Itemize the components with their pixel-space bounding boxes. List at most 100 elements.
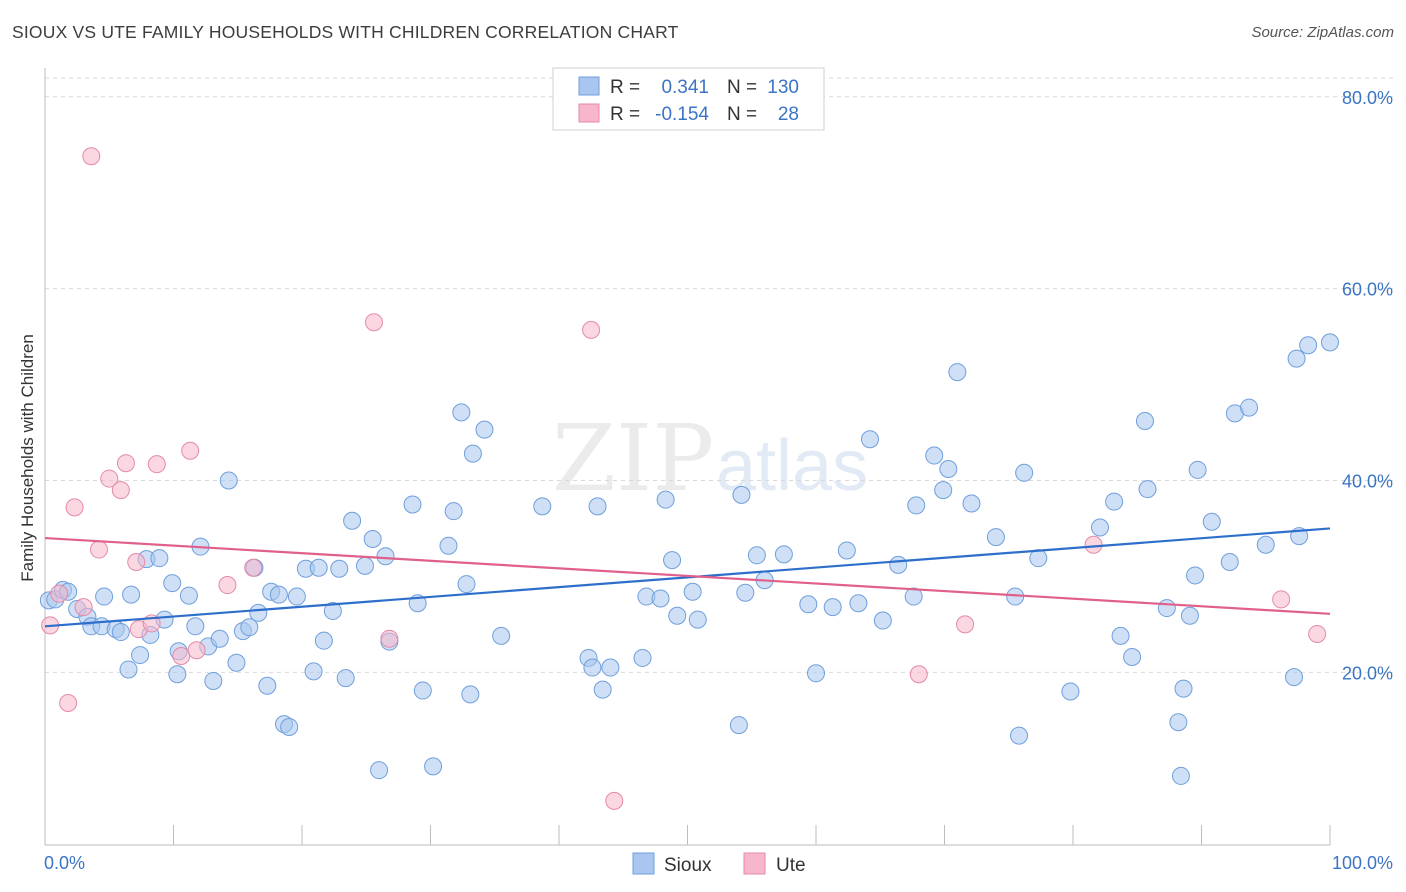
sioux-point-102 [1015,463,1034,482]
stats-legend-swatch-sioux [578,76,600,96]
sioux-point-93 [907,496,926,515]
sioux-point-113 [1171,766,1190,785]
sioux-point-89 [860,430,879,449]
sioux-point-121 [1240,398,1259,417]
legend-label-sioux: Sioux [664,855,712,876]
sioux-point-80 [736,583,755,602]
sioux-point-72 [651,589,670,608]
ute-point-6 [89,540,108,559]
sioux-point-10 [111,623,130,642]
sioux-point-58 [452,403,471,422]
sioux-point-83 [774,545,793,564]
ute-point-15 [181,441,200,460]
series-sioux-points [39,333,1339,785]
ute-point-5 [82,147,101,166]
y-tick-labels: 20.0% 40.0% 60.0% 80.0% [1342,88,1393,684]
sioux-point-103 [1029,549,1048,568]
y-tick-label-40: 40.0% [1342,471,1393,491]
sioux-point-52 [403,495,422,514]
sioux-point-97 [948,363,967,382]
sioux-point-127 [1321,333,1339,352]
sioux-point-99 [986,528,1005,547]
sioux-point-123 [1285,668,1304,687]
sioux-point-94 [925,446,944,465]
sioux-point-28 [227,653,246,672]
ute-point-8 [111,481,130,500]
sioux-point-110 [1138,480,1157,499]
sioux-point-55 [424,757,443,776]
sioux-point-49 [370,761,389,780]
sioux-point-40 [304,662,323,681]
ute-point-7 [100,469,119,488]
sioux-point-66 [583,658,602,677]
sioux-point-26 [210,629,229,648]
ute-point-27 [1308,624,1327,643]
chart-title: SIOUX VS UTE FAMILY HOUSEHOLDS WITH CHIL… [12,22,679,42]
y-axis-title: Family Households with Children [18,334,37,582]
sioux-point-76 [683,582,702,601]
sioux-point-43 [323,601,342,620]
sioux-point-101 [1010,726,1029,745]
sioux-point-86 [823,598,842,617]
legend-swatch-ute [743,852,766,875]
bottom-legend: Sioux Ute [632,852,806,876]
sioux-point-64 [533,497,552,516]
sioux-point-12 [122,585,141,604]
ute-point-25 [1084,535,1103,554]
sioux-point-33 [258,676,277,695]
stats-r-value-sioux: 0.341 [661,77,709,98]
watermark: ZIP atlas [552,405,868,512]
sioux-point-47 [355,556,374,575]
sioux-point-112 [1169,713,1188,732]
ute-point-14 [172,647,191,666]
sioux-point-111 [1157,599,1176,618]
sioux-point-21 [179,586,198,605]
sioux-point-79 [732,485,751,504]
sioux-point-98 [962,494,981,513]
sioux-point-109 [1135,412,1154,431]
ute-point-20 [380,629,399,648]
sioux-point-122 [1256,535,1275,554]
stats-n-label-ute: N = [727,104,757,125]
sioux-point-22 [186,617,205,636]
sioux-point-30 [240,618,259,637]
sioux-point-74 [663,551,682,570]
sioux-point-46 [343,511,362,530]
sioux-point-106 [1105,492,1124,511]
legend-swatch-sioux [632,852,655,875]
ute-point-18 [244,558,263,577]
sioux-point-25 [204,671,223,690]
sioux-point-104 [1061,682,1080,701]
ute-point-17 [218,576,237,595]
ute-point-24 [956,615,975,634]
sioux-point-70 [633,648,652,667]
sioux-point-19 [168,665,187,684]
ute-point-2 [59,694,78,713]
sioux-point-50 [376,547,395,566]
sioux-point-96 [939,459,958,478]
sioux-point-45 [336,669,355,688]
sioux-point-16 [150,549,169,568]
ute-point-1 [50,584,69,603]
y-tick-label-60: 60.0% [1342,280,1393,300]
sioux-point-117 [1188,460,1207,479]
sioux-point-57 [444,502,463,521]
y-tick-label-20: 20.0% [1342,663,1393,683]
sioux-point-13 [131,646,150,665]
sioux-point-90 [873,611,892,630]
ute-point-16 [187,641,206,660]
stats-r-value-ute: -0.154 [655,104,709,125]
sioux-point-114 [1174,679,1193,698]
sioux-point-85 [807,664,825,683]
ute-point-10 [127,553,146,572]
ute-point-3 [65,498,84,517]
ute-point-9 [116,454,135,473]
sioux-point-84 [799,595,818,614]
stats-n-value-ute: 28 [778,104,799,125]
sioux-point-124 [1287,349,1306,368]
sioux-trend-line [44,527,1331,628]
sioux-point-87 [837,541,856,560]
ute-point-19 [364,313,383,332]
sioux-point-107 [1111,626,1130,645]
